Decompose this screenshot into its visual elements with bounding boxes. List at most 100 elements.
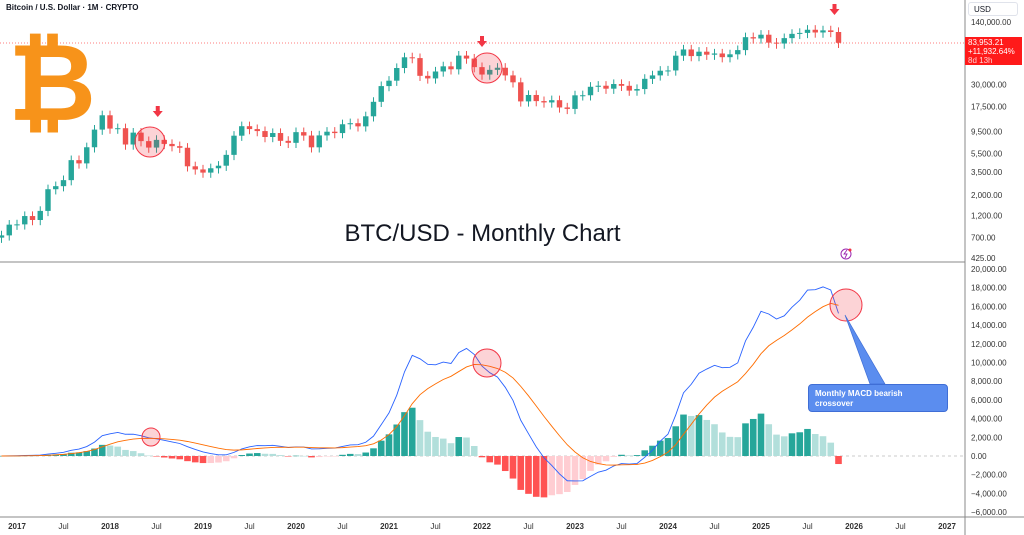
price-axis-label: 17,500.00: [971, 103, 1007, 112]
histogram-bar: [114, 446, 122, 456]
candle-body: [618, 84, 625, 86]
macd-axis-label: 14,000.00: [971, 321, 1007, 330]
candle-body: [239, 126, 245, 136]
bar-countdown: 8d 13h: [968, 56, 993, 65]
candle-body: [417, 58, 423, 76]
histogram-bar: [680, 414, 687, 456]
candle: [347, 118, 353, 130]
candle-body: [316, 135, 322, 148]
candle: [332, 127, 338, 139]
candle: [200, 164, 206, 178]
candle-body: [781, 38, 787, 44]
candle: [378, 81, 384, 108]
price-axis-label: 5,500.00: [971, 150, 1003, 159]
candle: [603, 81, 609, 94]
candle: [448, 61, 454, 75]
candle-body: [130, 132, 136, 145]
candle: [6, 220, 12, 241]
histogram-bar: [315, 456, 323, 458]
histogram-bar: [416, 420, 424, 456]
candle: [789, 29, 795, 44]
candle: [804, 25, 811, 39]
macd-callout[interactable]: Monthly MACD bearish crossover: [808, 384, 948, 412]
candle: [215, 161, 222, 174]
candle: [370, 97, 377, 122]
histogram-bar: [780, 436, 788, 456]
candle-body: [223, 154, 229, 166]
candle: [0, 230, 5, 243]
histogram-bar: [672, 426, 680, 456]
chart-title: BTC/USD - Monthly Chart: [344, 220, 621, 247]
candle: [60, 175, 67, 192]
histogram-bar: [610, 456, 618, 457]
candle: [642, 74, 648, 95]
candle: [169, 139, 175, 152]
candle-body: [254, 129, 260, 132]
candle: [53, 181, 59, 195]
candle: [541, 96, 547, 108]
candle: [502, 63, 508, 81]
candle: [735, 45, 741, 60]
arrow-down-icon: [829, 4, 840, 15]
candle: [285, 136, 291, 149]
candle-body: [184, 147, 191, 167]
candle-body: [665, 70, 671, 72]
candle: [525, 90, 532, 107]
candle: [456, 51, 462, 75]
histogram-bar: [455, 437, 463, 456]
candle: [355, 118, 361, 132]
time-axis-label: 2020: [287, 522, 305, 531]
candle: [494, 63, 501, 76]
histogram-bar: [563, 456, 571, 493]
candle: [246, 121, 253, 135]
histogram-bar: [463, 437, 470, 456]
histogram-bar: [718, 432, 726, 456]
candle-body: [246, 126, 253, 130]
candle-body: [386, 80, 392, 87]
candle-body: [835, 32, 842, 43]
candle: [262, 126, 268, 143]
candle-body: [277, 133, 284, 141]
alert-icon: [840, 248, 852, 260]
histogram-bar: [424, 431, 432, 456]
histogram-bar: [656, 440, 664, 456]
histogram-bar: [618, 454, 625, 456]
histogram-bar: [145, 455, 153, 457]
histogram-bar: [362, 452, 370, 456]
candle-body: [556, 100, 563, 108]
candle: [510, 70, 516, 88]
histogram-bar: [486, 456, 494, 463]
candle-body: [773, 42, 780, 44]
macd-axis-label: 20,000.00: [971, 265, 1007, 274]
candle-body: [587, 86, 594, 96]
time-axis-label: Jul: [709, 522, 719, 531]
candle: [564, 102, 570, 115]
histogram-bar: [153, 456, 160, 457]
candle-body: [657, 70, 663, 76]
histogram-bar: [556, 456, 563, 495]
candle: [22, 211, 28, 230]
candle: [618, 79, 625, 91]
candle-body: [324, 131, 330, 136]
time-axis-label: Jul: [523, 522, 533, 531]
candle-body: [355, 123, 361, 127]
histogram-bar: [703, 419, 711, 456]
candle-body: [14, 224, 20, 226]
candle-body: [820, 30, 826, 33]
highlight-circle: [141, 427, 161, 447]
time-axis-label: 2027: [938, 522, 956, 531]
histogram-bar: [788, 433, 796, 456]
currency-selector[interactable]: USD: [968, 2, 1018, 16]
candle-body: [192, 166, 198, 170]
price-axis-label: 140,000.00: [971, 18, 1012, 27]
candle: [463, 51, 470, 64]
candle-body: [735, 50, 741, 55]
macd-axis-label: 10,000.00: [971, 359, 1007, 368]
candle: [797, 28, 803, 40]
candle: [177, 141, 183, 153]
macd-axis-label: 0.00: [971, 452, 987, 461]
candle-body: [293, 132, 299, 143]
price-axis-label: 425.00: [971, 254, 996, 263]
histogram-bar: [323, 456, 331, 457]
